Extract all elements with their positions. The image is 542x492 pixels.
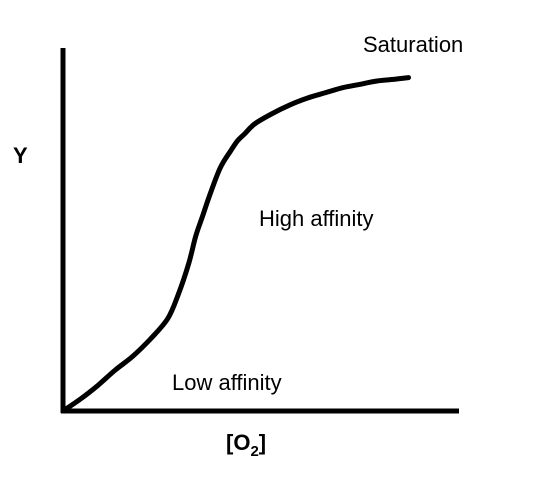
x-axis-label-subscript: 2 xyxy=(250,443,258,460)
x-axis-label: [O2] xyxy=(226,430,266,460)
annotation-low-affinity: Low affinity xyxy=(172,370,282,395)
annotation-saturation: Saturation xyxy=(363,32,463,57)
annotation-high-affinity: High affinity xyxy=(259,206,374,231)
x-axis-label-main: [O xyxy=(226,430,250,455)
x-axis-label-close: ] xyxy=(259,430,266,455)
y-axis-label: Y xyxy=(13,143,28,168)
oxygen-binding-curve xyxy=(60,75,411,414)
